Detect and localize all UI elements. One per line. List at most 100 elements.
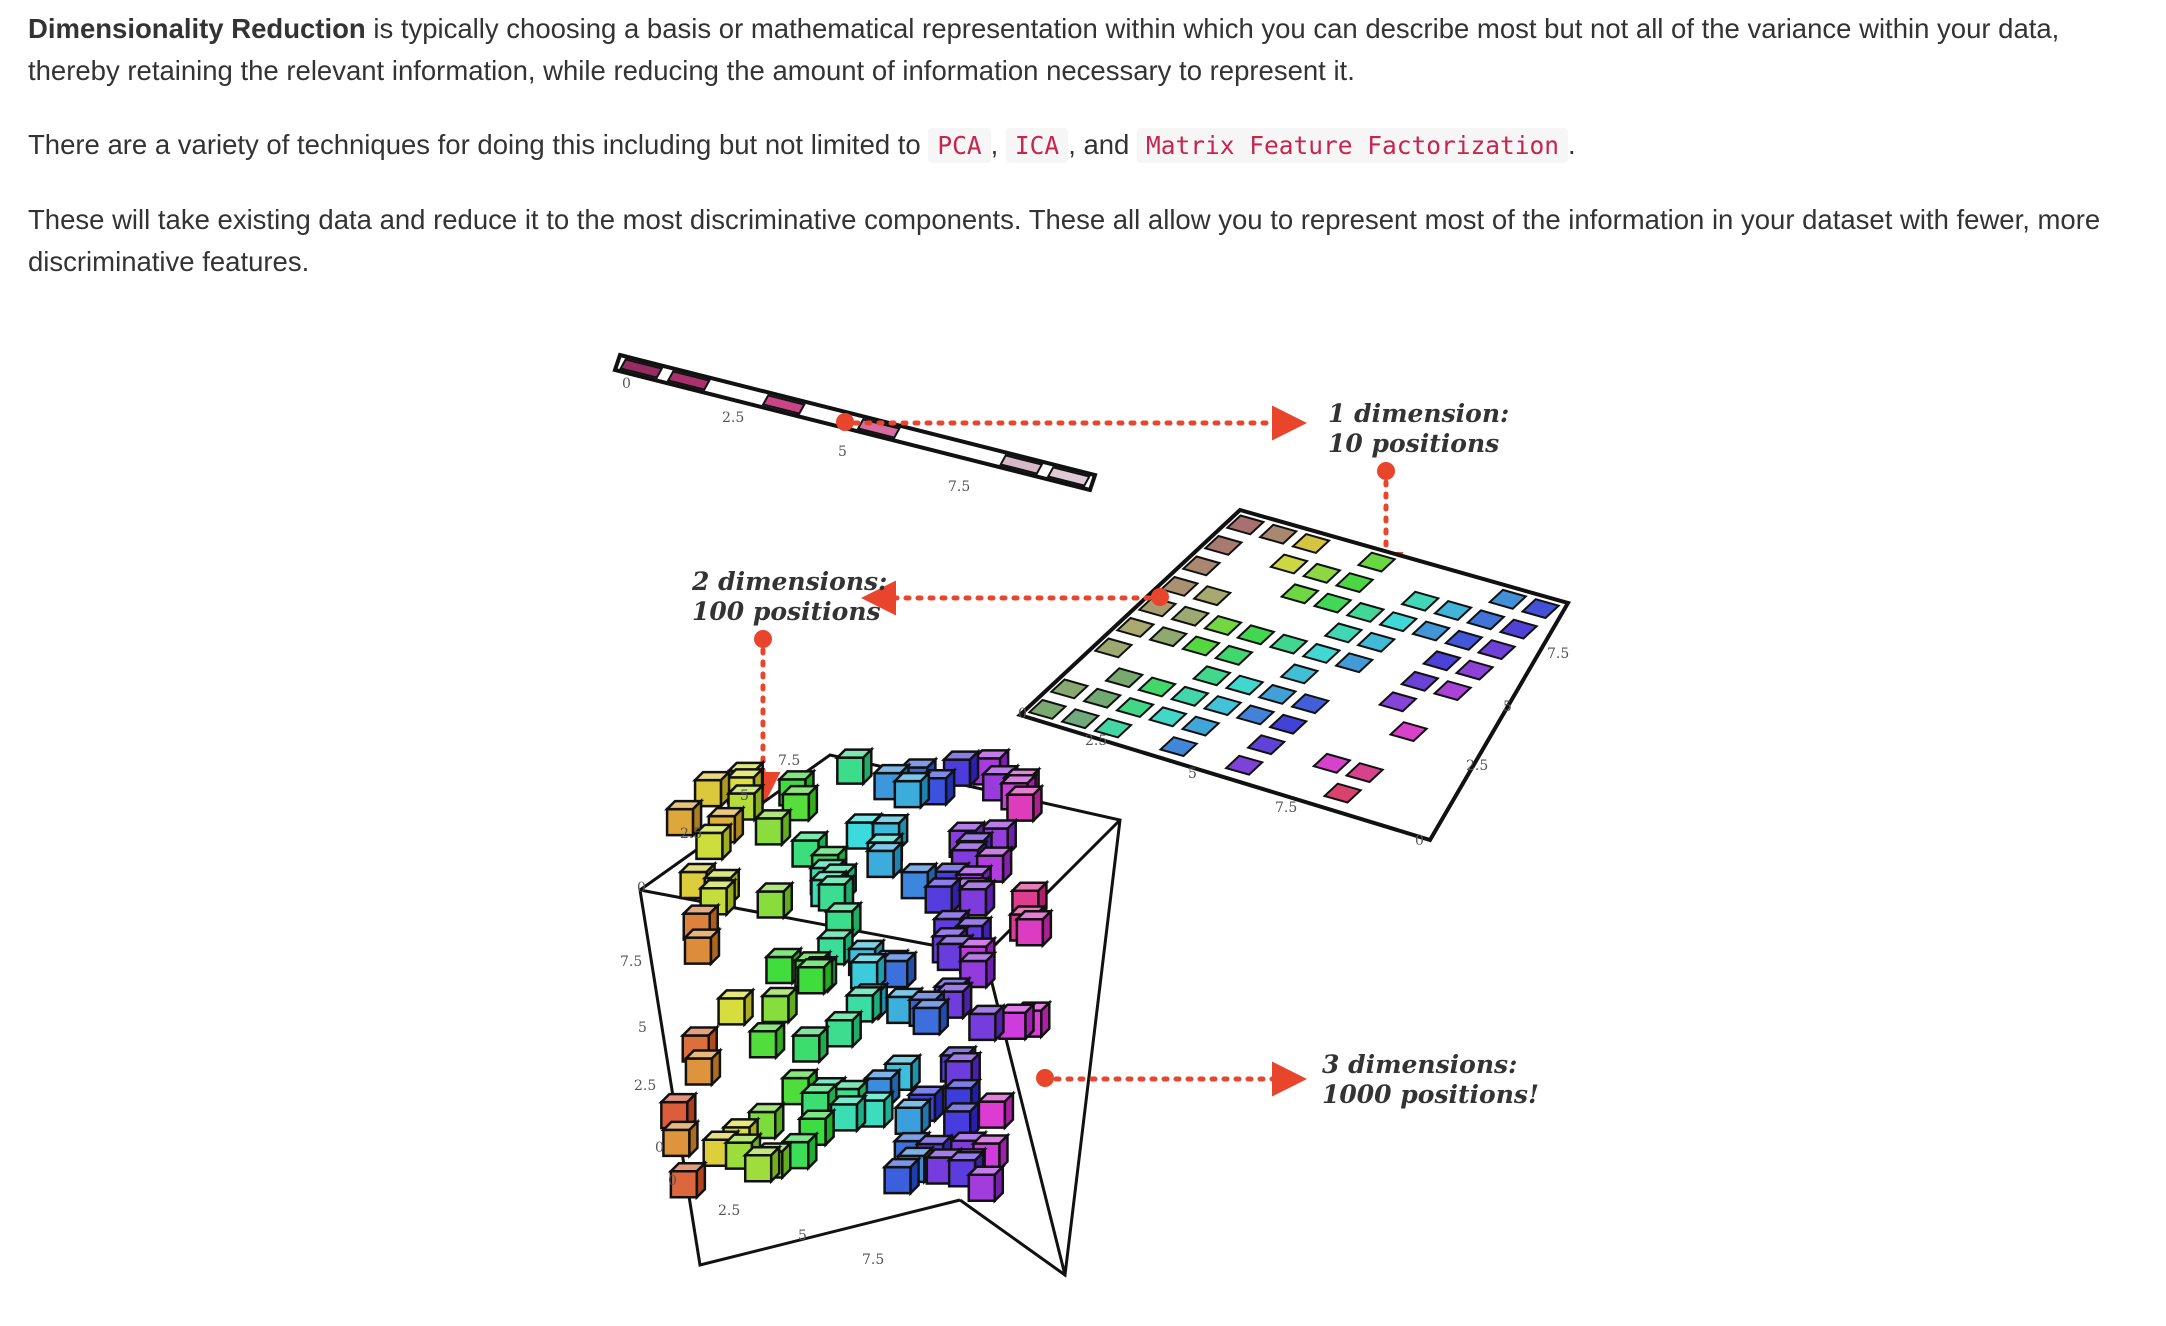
cube-cell-side xyxy=(721,821,732,862)
dimensionality-figure: 0 2.5 5 7.5 1 dimension: 10 positions 0 … xyxy=(600,330,1600,1315)
cube-cell-front xyxy=(717,997,746,1026)
cube-cell-side xyxy=(1041,908,1053,949)
cube-cell-side xyxy=(807,1131,818,1172)
plane-cell xyxy=(1180,715,1221,737)
plane-cell xyxy=(1476,639,1517,661)
cube-cell-side xyxy=(710,1047,722,1088)
strip-cell xyxy=(619,358,664,379)
cube-cell-front xyxy=(684,1057,714,1086)
cube-cell-side xyxy=(950,875,962,916)
cube-cell-front xyxy=(968,1012,997,1042)
cube-cell-front xyxy=(761,994,790,1024)
arrow-origin-dot xyxy=(1377,462,1395,480)
cube-cell-side xyxy=(1003,1090,1015,1131)
cube-cell-side xyxy=(1040,999,1051,1040)
cube-cell-side xyxy=(993,1163,1005,1204)
three-dimension-ticks: 7.5 5 2.5 0 0 2.5 5 7.5 0 2.5 5 7.5 xyxy=(620,753,884,1268)
strip-tick: 0 xyxy=(622,376,631,392)
paragraph-techniques: There are a variety of techniques for do… xyxy=(28,124,2138,167)
plane-cell xyxy=(1235,704,1276,726)
cube-cell-side xyxy=(909,1156,920,1197)
plane-cell xyxy=(1224,754,1265,776)
plane-cell xyxy=(1399,670,1440,692)
cube-cell-side xyxy=(910,1052,921,1093)
plane-cell xyxy=(1400,590,1441,612)
plane-cell xyxy=(1224,674,1265,696)
strip-tick: 5 xyxy=(838,444,847,460)
plane-cell xyxy=(1181,555,1222,577)
three-dimension-cells xyxy=(658,746,1054,1204)
plane-cell xyxy=(1213,644,1254,666)
plane-cell xyxy=(1301,562,1342,584)
cube-cell-side xyxy=(920,1096,932,1137)
cube-cell-side xyxy=(725,877,736,918)
cube-cell-side xyxy=(855,1093,867,1134)
cube-cell-side xyxy=(883,1089,894,1130)
one-dimension-cells xyxy=(619,358,1091,487)
cube-cell-front xyxy=(836,756,865,785)
plane-cell xyxy=(1159,575,1200,597)
arrow-origin-dot xyxy=(754,630,772,648)
cube-cell-side xyxy=(851,1009,862,1050)
plane-cell xyxy=(1235,624,1276,646)
plane-cell xyxy=(1311,752,1352,774)
plane-cell xyxy=(1114,696,1156,719)
plane-tick: 5 xyxy=(1188,766,1197,782)
cube-cell-side xyxy=(1006,817,1017,858)
plane-cell xyxy=(1378,611,1419,633)
cube-tick: 7.5 xyxy=(778,753,800,769)
cube-cell-side xyxy=(944,767,956,808)
cube-tick: 0 xyxy=(668,1173,677,1189)
plane-cell xyxy=(1323,622,1364,644)
plane-tick: 7.5 xyxy=(1275,800,1297,816)
cube-cell-side xyxy=(743,987,754,1028)
cube-cell-front xyxy=(754,817,784,846)
strip-tick: 7.5 xyxy=(948,479,970,495)
cube-cell-front xyxy=(743,1153,773,1183)
cube-tick: 2.5 xyxy=(634,1078,656,1094)
cube-cell-side xyxy=(695,1160,707,1201)
cube-tick: 5 xyxy=(638,1020,647,1036)
cube-cell-side xyxy=(968,748,980,789)
cube-cell-side xyxy=(1024,1001,1035,1042)
plane-cell xyxy=(1158,736,1199,758)
plane-tick: 2.5 xyxy=(1085,733,1107,749)
plane-cell xyxy=(1301,642,1342,664)
cube-cell-front xyxy=(662,1128,691,1158)
plane-cell xyxy=(1487,588,1528,610)
plane-cell xyxy=(1356,631,1397,653)
plane-cell xyxy=(1258,523,1299,545)
plane-cell xyxy=(1246,734,1287,756)
plane-cell xyxy=(1257,683,1298,705)
cube-cell-front xyxy=(825,1019,854,1048)
cube-tick: 0 xyxy=(637,880,646,896)
plane-cell xyxy=(1290,532,1332,555)
label-one-dimension-positions: 10 positions xyxy=(1328,429,1499,458)
plane-cell xyxy=(1148,626,1189,648)
label-two-dimensions: 2 dimensions: xyxy=(691,567,887,596)
cube-cell-side xyxy=(938,996,950,1037)
plane-cell xyxy=(1279,583,1320,605)
components-text: These will take existing data and reduce… xyxy=(28,204,2101,277)
cube-cell-side xyxy=(892,839,903,880)
plane-tick: 2.5 xyxy=(1466,758,1488,774)
plane-cell xyxy=(1049,678,1090,700)
cube-cell-front xyxy=(683,936,713,965)
plane-cell xyxy=(1092,717,1134,739)
plane-cell xyxy=(1268,553,1310,575)
plane-cell xyxy=(1290,693,1331,715)
cube-cell-side xyxy=(906,950,917,991)
techniques-end: . xyxy=(1568,129,1576,160)
plane-tick: 0 xyxy=(1415,833,1424,849)
cube-cell-front xyxy=(756,890,786,919)
cube-cell-front xyxy=(829,1103,859,1132)
plane-cell xyxy=(1268,633,1309,655)
plane-cell xyxy=(1312,592,1353,614)
cube-cell-side xyxy=(733,805,745,846)
plane-cell xyxy=(1225,514,1266,536)
plane-cell xyxy=(1345,601,1386,623)
plane-cell xyxy=(1202,614,1244,637)
cube-cell-side xyxy=(933,1083,945,1124)
cube-cell-side xyxy=(807,783,819,824)
article-body: Dimensionality Reduction is typically ch… xyxy=(28,8,2138,315)
